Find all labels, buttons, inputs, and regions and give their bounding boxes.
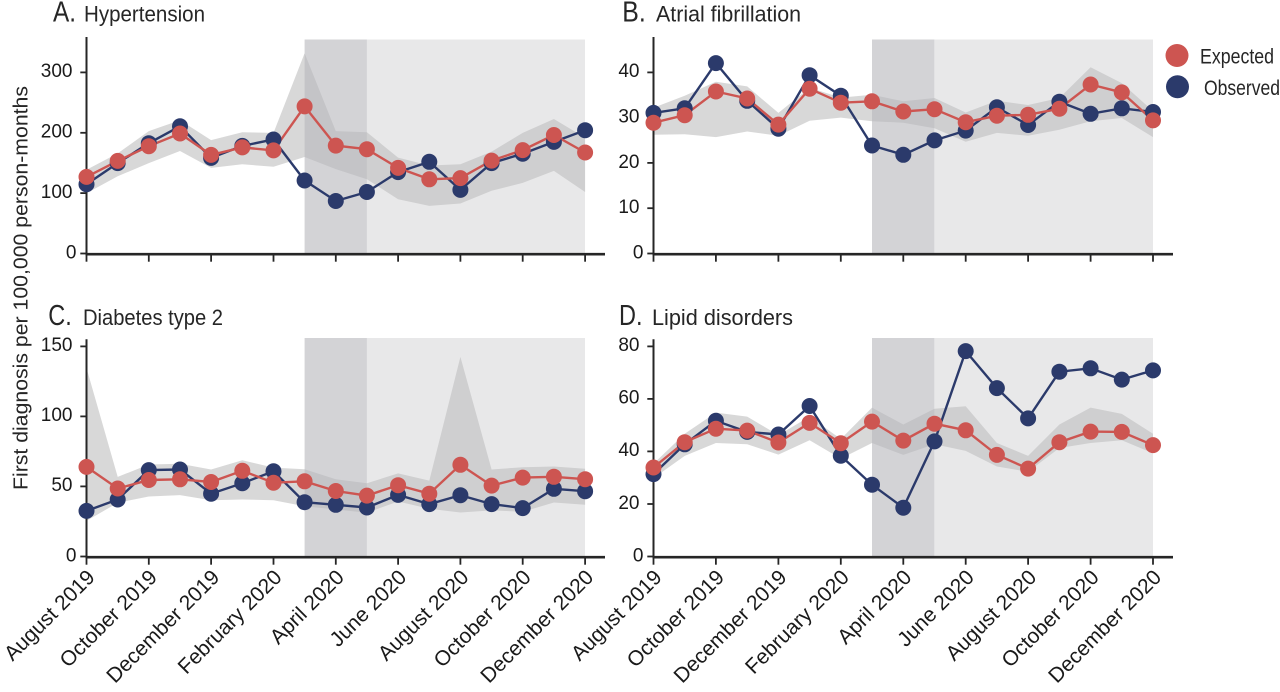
- svg-text:10: 10: [618, 197, 639, 218]
- svg-text:100: 100: [41, 182, 73, 203]
- svg-text:Hypertension: Hypertension: [84, 2, 205, 27]
- svg-text:D.: D.: [619, 300, 643, 332]
- svg-text:100: 100: [41, 405, 73, 426]
- svg-text:B.: B.: [622, 0, 646, 29]
- svg-text:30: 30: [618, 107, 639, 128]
- svg-text:Observed: Observed: [1204, 77, 1280, 100]
- svg-text:Lipid disorders: Lipid disorders: [652, 305, 793, 330]
- svg-text:150: 150: [41, 335, 73, 356]
- svg-text:Expected: Expected: [1200, 46, 1274, 69]
- svg-text:40: 40: [618, 61, 639, 82]
- svg-text:A.: A.: [53, 0, 76, 29]
- svg-text:300: 300: [41, 61, 73, 82]
- svg-text:Diabetes type 2: Diabetes type 2: [83, 305, 223, 330]
- svg-text:60: 60: [618, 388, 639, 409]
- svg-text:20: 20: [618, 152, 639, 173]
- svg-text:200: 200: [41, 122, 73, 143]
- svg-text:20: 20: [618, 493, 639, 514]
- svg-text:0: 0: [66, 545, 77, 566]
- svg-text:First diagnosis per 100,000 pe: First diagnosis per 100,000 person-month…: [10, 86, 33, 490]
- svg-text:Atrial fibrillation: Atrial fibrillation: [656, 2, 801, 27]
- svg-text:C.: C.: [48, 300, 72, 332]
- svg-text:0: 0: [66, 242, 77, 263]
- svg-text:40: 40: [618, 440, 639, 461]
- svg-text:0: 0: [633, 545, 644, 566]
- svg-text:0: 0: [633, 242, 644, 263]
- svg-text:50: 50: [51, 475, 72, 496]
- svg-text:80: 80: [618, 335, 639, 356]
